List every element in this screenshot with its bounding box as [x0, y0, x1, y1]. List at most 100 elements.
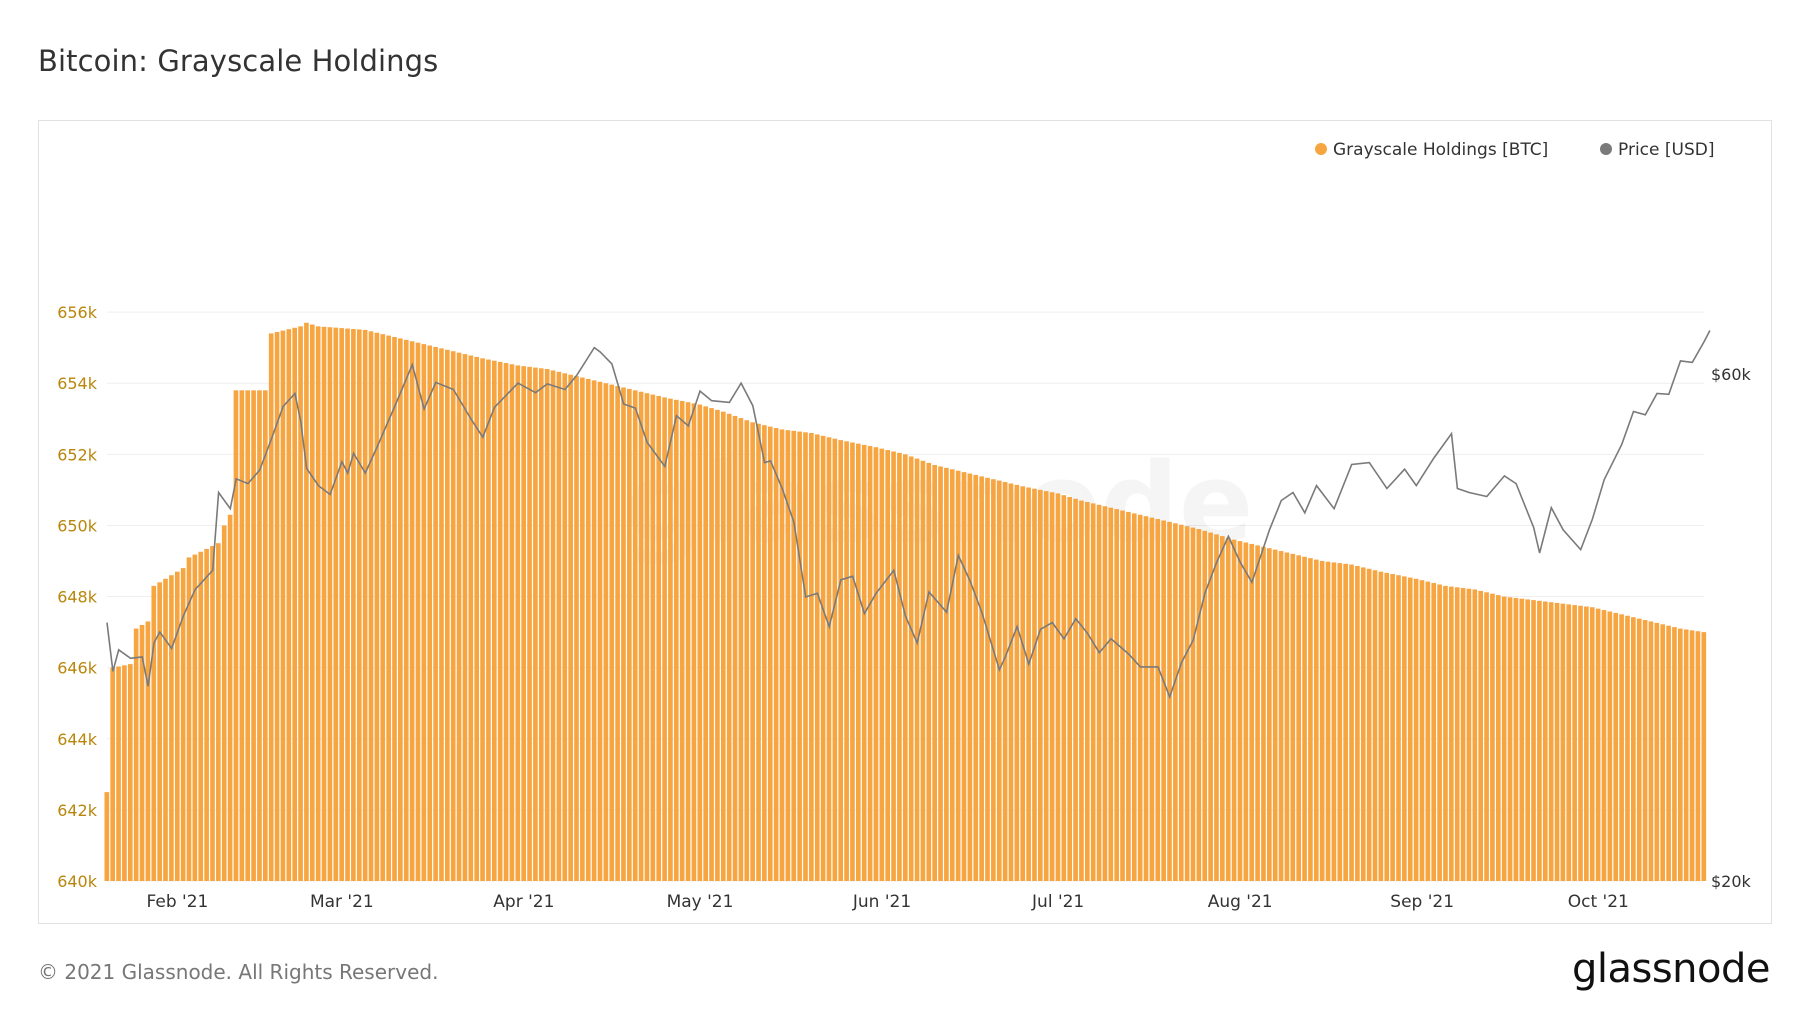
- glassnode-logo[interactable]: glassnode: [1571, 946, 1771, 992]
- holdings-bar: [961, 472, 967, 881]
- holdings-bar: [597, 381, 603, 881]
- holdings-bar: [1079, 500, 1084, 881]
- holdings-bar: [1460, 588, 1466, 881]
- x-tick-label: Sep '21: [1390, 892, 1454, 912]
- holdings-bar: [1419, 580, 1425, 881]
- holdings-bar: [474, 356, 480, 881]
- holdings-bar: [368, 331, 374, 881]
- left-tick-label: 652k: [57, 445, 98, 464]
- holdings-bar: [1337, 563, 1343, 881]
- holdings-bar: [991, 479, 996, 881]
- holdings-bar: [1343, 563, 1348, 881]
- holdings-bar: [1636, 618, 1642, 881]
- holdings-bar: [198, 551, 204, 881]
- holdings-bar: [967, 473, 973, 881]
- holdings-bar: [274, 332, 280, 881]
- holdings-bar: [873, 447, 879, 881]
- holdings-bar: [1090, 503, 1096, 881]
- holdings-bar: [257, 390, 262, 881]
- holdings-bar: [521, 366, 526, 881]
- holdings-bar: [1108, 507, 1114, 881]
- holdings-bar: [1143, 516, 1149, 881]
- left-tick-label: 642k: [57, 801, 98, 820]
- holdings-bar: [1049, 492, 1055, 881]
- holdings-bar: [1202, 530, 1208, 881]
- holdings-bar: [333, 327, 339, 881]
- holdings-bar: [1613, 612, 1619, 881]
- holdings-bar: [251, 390, 256, 881]
- left-tick-label: 640k: [57, 872, 98, 891]
- holdings-bar: [697, 404, 703, 881]
- holdings-bar: [732, 415, 738, 881]
- holdings-bar: [445, 349, 450, 881]
- holdings-bar: [480, 358, 485, 881]
- x-tick-label: Mar '21: [310, 892, 374, 912]
- holdings-bar: [286, 329, 292, 881]
- chart-frame: glassnode 640k642k644k646k648k650k652k65…: [38, 120, 1772, 924]
- holdings-bar: [503, 363, 509, 881]
- holdings-bar: [292, 327, 298, 881]
- holdings-bar: [673, 399, 679, 881]
- legend-label[interactable]: Grayscale Holdings [BTC]: [1333, 140, 1548, 160]
- holdings-bar: [533, 367, 538, 881]
- holdings-bar: [122, 665, 127, 881]
- holdings-bar: [538, 368, 544, 881]
- holdings-bar: [1155, 519, 1161, 881]
- holdings-bar: [773, 428, 779, 881]
- holdings-bar: [1325, 561, 1331, 881]
- holdings-bar: [544, 369, 550, 881]
- holdings-bar: [1595, 608, 1601, 881]
- holdings-bar: [386, 335, 391, 881]
- holdings-bar: [1542, 601, 1548, 881]
- x-tick-label: Jul '21: [1031, 892, 1084, 912]
- holdings-bar: [321, 326, 327, 881]
- holdings-bar: [309, 324, 315, 881]
- holdings-bar: [1102, 506, 1108, 881]
- legend-label[interactable]: Price [USD]: [1618, 140, 1714, 160]
- holdings-bar: [1231, 539, 1237, 881]
- x-tick-label: Oct '21: [1568, 892, 1629, 912]
- holdings-bar: [1284, 552, 1290, 881]
- holdings-bar: [362, 329, 368, 881]
- holdings-bar: [415, 342, 421, 881]
- holdings-bar: [1660, 624, 1666, 881]
- holdings-bar: [715, 409, 720, 881]
- price-line: [106, 330, 1711, 700]
- holdings-bar: [192, 554, 198, 881]
- holdings-bar: [433, 346, 438, 881]
- page-title: Bitcoin: Grayscale Holdings: [38, 44, 439, 78]
- holdings-bar: [1214, 534, 1219, 881]
- holdings-bar: [1554, 602, 1560, 881]
- holdings-bar: [1331, 562, 1337, 881]
- holdings-bar: [656, 396, 662, 881]
- right-axis-ticks: $20k $60k: [1711, 365, 1752, 891]
- holdings-bar: [1190, 527, 1196, 881]
- holdings-bar: [1407, 577, 1413, 881]
- holdings-bar: [1478, 590, 1484, 881]
- holdings-bar: [767, 426, 773, 881]
- holdings-bar: [603, 383, 609, 881]
- holdings-bar: [820, 435, 826, 881]
- holdings-bar: [1319, 561, 1325, 881]
- holdings-bar: [1443, 585, 1448, 881]
- holdings-bar: [1454, 587, 1460, 881]
- holdings-bar: [204, 548, 209, 881]
- holdings-bar: [1437, 584, 1442, 881]
- holdings-bar: [1648, 621, 1654, 881]
- holdings-bar: [1572, 605, 1577, 881]
- holdings-bar: [691, 403, 697, 881]
- legend: Grayscale Holdings [BTC] Price [USD]: [1315, 140, 1714, 160]
- holdings-bar: [861, 444, 867, 881]
- holdings-bar: [186, 557, 192, 881]
- holdings-bar: [985, 477, 990, 881]
- holdings-bar: [738, 418, 744, 881]
- holdings-bar: [245, 390, 251, 881]
- holdings-bar: [709, 408, 714, 881]
- holdings-bar: [574, 376, 579, 881]
- holdings-bar: [850, 442, 855, 881]
- holdings-bar: [345, 328, 350, 881]
- x-tick-label: Feb '21: [147, 892, 209, 912]
- holdings-bar: [380, 334, 386, 881]
- holdings-bar: [1096, 504, 1102, 881]
- holdings-bar: [327, 327, 333, 882]
